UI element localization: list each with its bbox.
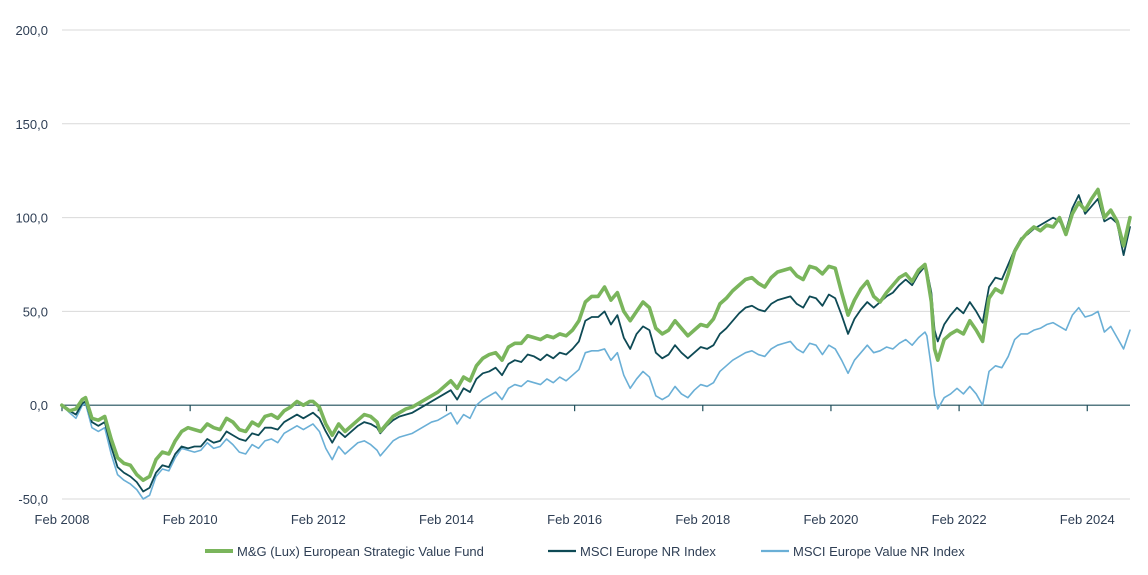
- grid-lines: [62, 29, 1130, 500]
- x-tick-label: Feb 2022: [932, 512, 987, 527]
- x-tick-label: Feb 2008: [35, 512, 90, 527]
- y-tick-label: 200,0: [15, 23, 48, 38]
- y-tick-label: -50,0: [18, 492, 48, 507]
- legend: M&G (Lux) European Strategic Value Fund M…: [205, 544, 965, 559]
- y-tick-label: 100,0: [15, 211, 48, 226]
- legend-label-1: MSCI Europe NR Index: [580, 544, 716, 559]
- x-tick-label: Feb 2018: [675, 512, 730, 527]
- axes: -50,0 0,0 50,0 100,0 150,0 200,0 Feb 2008 Feb 2…: [15, 23, 1130, 527]
- y-tick-label: 50,0: [23, 304, 48, 319]
- y-tick-label: 150,0: [15, 117, 48, 132]
- x-tick-label: Feb 2012: [291, 512, 346, 527]
- series-line-2: [61, 306, 1131, 500]
- x-tick-label: Feb 2014: [419, 512, 474, 527]
- y-tick-label: 0,0: [30, 398, 48, 413]
- series-line-1: [60, 194, 1131, 493]
- series-lines: [60, 187, 1132, 500]
- x-tick-label: Feb 2020: [803, 512, 858, 527]
- legend-label-2: MSCI Europe Value NR Index: [793, 544, 965, 559]
- x-tick-label: Feb 2010: [163, 512, 218, 527]
- legend-label-0: M&G (Lux) European Strategic Value Fund: [237, 544, 484, 559]
- x-tick-label: Feb 2016: [547, 512, 602, 527]
- x-tick-label: Feb 2024: [1060, 512, 1115, 527]
- series-line-0: [60, 187, 1132, 483]
